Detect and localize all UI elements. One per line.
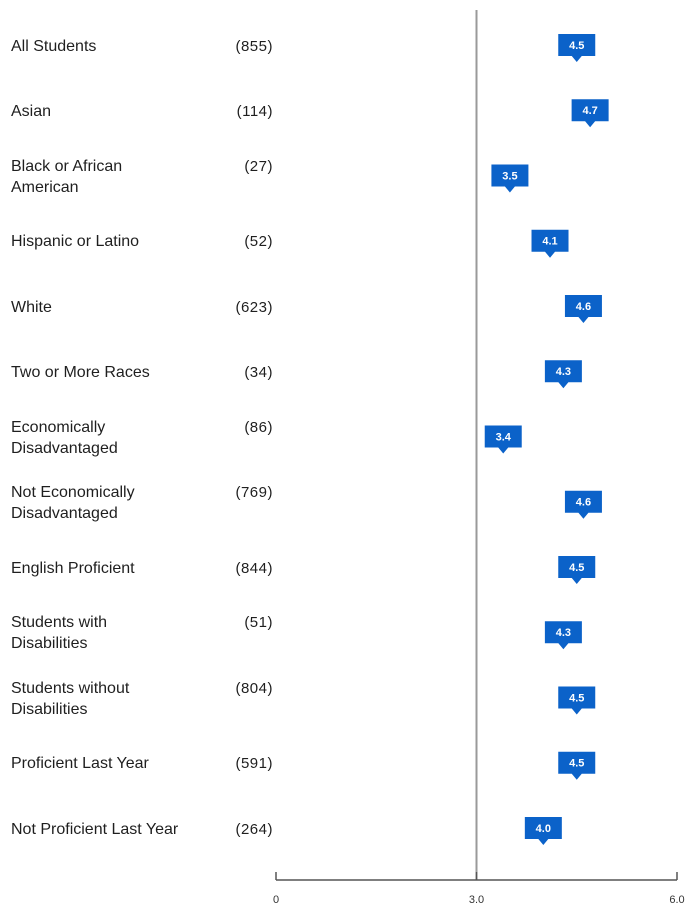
marker-callout (571, 99, 609, 128)
marker: 4.5 (558, 686, 596, 715)
category-label: White (11, 298, 52, 316)
category-row: Not Economically Disadvantaged (769) (11, 470, 273, 535)
value-label: 4.3 (556, 627, 571, 639)
category-row: Two or More Races (34) (11, 340, 273, 405)
category-row: Asian (114) (11, 79, 273, 144)
category-label: Not Proficient Last Year (11, 820, 179, 838)
marker-callout (491, 164, 529, 193)
row-content: Students without Disabilities (804) (11, 678, 273, 720)
category-label: Students with Disabilities (11, 614, 108, 653)
category-row: White (623) (11, 275, 273, 340)
count-label: (855) (235, 37, 273, 55)
marker: 4.6 (564, 490, 602, 519)
category-label: Proficient Last Year (11, 755, 149, 773)
marker: 4.5 (558, 556, 596, 584)
category-row: Students with Disabilities (51) (11, 601, 273, 666)
row-content: Hispanic or Latino (52) (11, 231, 273, 252)
row-content: Proficient Last Year (591) (11, 753, 273, 774)
category-row: Hispanic or Latino (52) (11, 209, 273, 274)
marker-callout (531, 229, 569, 258)
marker: 4.0 (524, 817, 562, 845)
count-label: (623) (235, 298, 273, 316)
row-content: All Students (855) (11, 36, 273, 57)
category-label: Not Economically Disadvantaged (11, 483, 135, 522)
value-label: 3.5 (502, 170, 517, 182)
x-tick-label: 0 (273, 894, 279, 906)
row-content: Not Proficient Last Year (264) (11, 819, 273, 840)
count-label: (804) (235, 679, 273, 697)
marker: 4.5 (558, 34, 596, 62)
category-label: Asian (11, 102, 52, 120)
category-label: All Students (11, 37, 97, 55)
value-label: 4.5 (569, 692, 584, 704)
marker: 4.3 (544, 621, 582, 650)
category-label: Hispanic or Latino (11, 233, 140, 251)
count-label: (264) (235, 820, 273, 838)
marker-callout (564, 490, 602, 519)
row-content: Economically Disadvantaged (86) (11, 417, 273, 459)
value-label: 4.5 (569, 758, 584, 770)
marker-callout (564, 295, 602, 323)
row-content: Students with Disabilities (51) (11, 612, 273, 654)
marker: 4.1 (531, 229, 569, 258)
value-label: 4.6 (576, 497, 591, 509)
marker: 4.6 (564, 295, 602, 323)
value-label: 4.0 (536, 823, 551, 835)
count-label: (52) (244, 233, 273, 251)
category-label: Two or More Races (11, 363, 150, 381)
value-label: 3.4 (496, 431, 512, 443)
x-tick-label: 6.0 (669, 894, 684, 906)
marker: 4.5 (558, 751, 596, 780)
category-label: Students without Disabilities (11, 679, 130, 718)
marker-callout (558, 34, 596, 62)
category-row: Economically Disadvantaged (86) (11, 405, 273, 470)
count-label: (51) (244, 614, 273, 632)
category-row: English Proficient (844) (11, 536, 273, 601)
category-row: Not Proficient Last Year (264) (11, 797, 273, 862)
marker: 3.5 (491, 164, 529, 193)
count-label: (114) (236, 102, 273, 120)
category-label: Economically Disadvantaged (11, 418, 118, 457)
x-tick-label: 3.0 (469, 894, 484, 906)
row-content: Two or More Races (34) (11, 362, 273, 383)
value-label: 4.1 (542, 236, 557, 248)
count-label: (86) (244, 418, 273, 436)
value-label: 4.3 (556, 366, 571, 378)
marker: 3.4 (484, 425, 522, 454)
row-content: Asian (114) (11, 101, 273, 122)
value-label: 4.5 (569, 562, 584, 574)
category-row: Black or African American (27) (11, 144, 273, 209)
category-row: Students without Disabilities (804) (11, 666, 273, 731)
marker-callout (524, 817, 562, 845)
category-row: All Students (855) (11, 14, 273, 79)
value-label: 4.5 (569, 40, 584, 52)
value-label: 4.7 (582, 105, 597, 117)
row-content: Black or African American (27) (11, 156, 273, 198)
marker-callout (558, 751, 596, 780)
count-label: (27) (244, 157, 273, 175)
marker-callout (544, 360, 582, 389)
count-label: (591) (235, 755, 273, 773)
count-label: (34) (244, 363, 273, 381)
category-label: English Proficient (11, 559, 135, 577)
marker: 4.3 (544, 360, 582, 389)
row-content: White (623) (11, 297, 273, 318)
count-label: (844) (235, 559, 273, 577)
marker-callout (558, 686, 596, 715)
marker: 4.7 (571, 99, 609, 128)
row-content: Not Economically Disadvantaged (769) (11, 482, 273, 524)
count-label: (769) (235, 483, 273, 501)
marker-callout (484, 425, 522, 454)
category-label: Black or African American (11, 157, 123, 196)
marker-callout (558, 556, 596, 584)
row-content: English Proficient (844) (11, 558, 273, 579)
value-label: 4.6 (576, 301, 591, 313)
category-row: Proficient Last Year (591) (11, 731, 273, 796)
marker-callout (544, 621, 582, 650)
